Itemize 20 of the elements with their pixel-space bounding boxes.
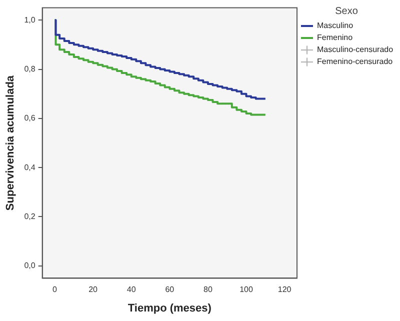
legend-label: Femenino <box>317 33 354 42</box>
y-tick-label: 0,2 <box>24 212 36 221</box>
x-tick-label: 40 <box>126 285 136 294</box>
x-tick-label: 60 <box>165 285 175 294</box>
y-tick-label: 0,8 <box>24 64 36 74</box>
x-tick-label: 100 <box>240 285 254 294</box>
x-tick-label: 20 <box>88 285 98 294</box>
x-axis-title: Tiempo (meses) <box>128 302 212 314</box>
y-tick-label: 0,6 <box>24 114 36 123</box>
y-tick-label: 1,0 <box>24 15 36 24</box>
x-tick-label: 120 <box>278 285 292 294</box>
y-tick-label: 0,4 <box>24 162 36 172</box>
legend-label: Femenino-censurado <box>317 57 394 66</box>
x-tick-label: 80 <box>204 285 213 294</box>
x-tick-label: 0 <box>52 285 58 294</box>
y-axis-title: Supervivencia acumulada <box>4 74 17 211</box>
y-tick-label: 0,0 <box>24 261 36 270</box>
legend-label: Masculino <box>317 21 354 30</box>
legend-title: Sexo <box>335 6 358 17</box>
legend-label: Masculino-censurado <box>317 45 394 54</box>
